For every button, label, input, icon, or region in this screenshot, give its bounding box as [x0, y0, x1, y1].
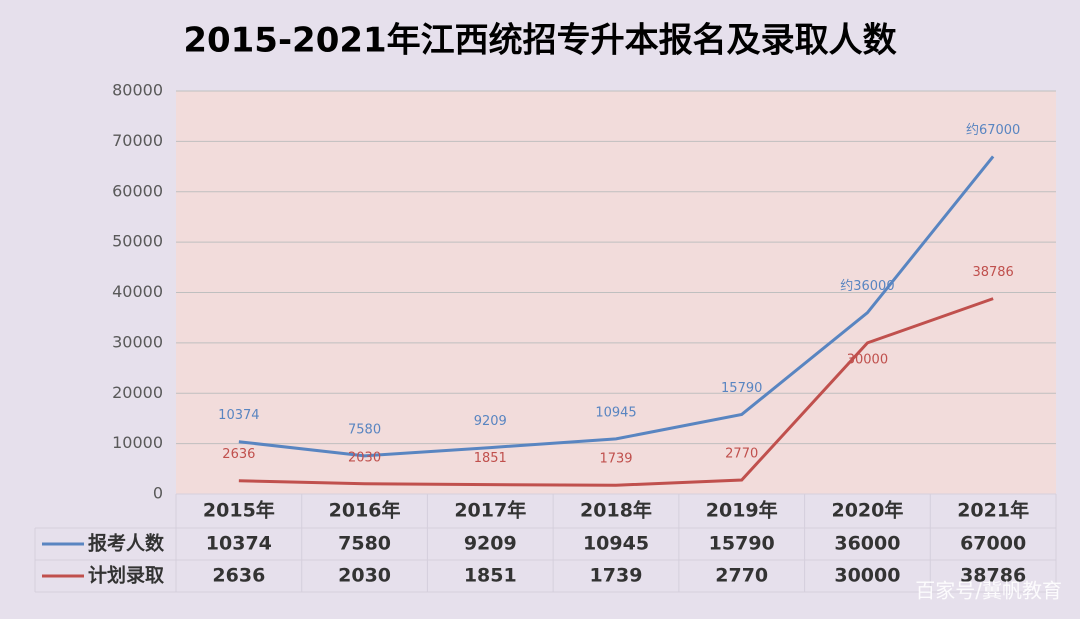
- table-value: 36000: [834, 533, 900, 555]
- table-value: 7580: [338, 533, 391, 555]
- table-value: 1739: [590, 565, 643, 587]
- y-tick-label: 70000: [112, 131, 163, 150]
- y-tick-label: 40000: [112, 282, 163, 301]
- data-label: 约36000: [840, 279, 894, 294]
- watermark: 百家号/冀帆教育: [915, 579, 1062, 603]
- data-label: 9209: [474, 414, 507, 429]
- data-label: 10374: [218, 408, 259, 423]
- table-value: 2030: [338, 565, 391, 587]
- y-tick-label: 20000: [112, 383, 163, 402]
- data-label: 10945: [595, 405, 636, 420]
- x-tick-label: 2018年: [580, 499, 652, 522]
- table-value: 10374: [206, 533, 272, 555]
- y-tick-label: 50000: [112, 232, 163, 251]
- data-label: 2770: [725, 447, 758, 462]
- y-tick-label: 80000: [112, 81, 163, 100]
- x-tick-label: 2015年: [203, 499, 275, 522]
- table-value: 1851: [464, 565, 517, 587]
- x-tick-label: 2021年: [957, 499, 1029, 522]
- x-tick-label: 2020年: [831, 499, 903, 522]
- data-label: 38786: [972, 265, 1013, 280]
- data-label: 7580: [348, 422, 381, 437]
- series-line: [238, 297, 994, 487]
- table-value: 38786: [960, 565, 1026, 587]
- table-value: 2770: [715, 565, 768, 587]
- data-label: 1739: [599, 452, 632, 467]
- y-tick-label: 60000: [112, 181, 163, 200]
- table-value: 15790: [709, 533, 775, 555]
- data-label: 30000: [847, 352, 888, 367]
- y-tick-label: 10000: [112, 433, 163, 452]
- table-value: 9209: [464, 533, 517, 555]
- chart-title: 2015-2021年江西统招专升本报名及录取人数: [183, 21, 896, 61]
- data-label: 2636: [222, 447, 255, 462]
- legend-label: 报考人数: [88, 532, 165, 555]
- data-label: 15790: [721, 381, 762, 396]
- data-label: 1851: [474, 451, 507, 466]
- series-line: [238, 155, 995, 458]
- table-value: 67000: [960, 533, 1026, 555]
- y-tick-label: 0: [153, 484, 163, 503]
- table-value: 30000: [834, 565, 900, 587]
- table-value: 2636: [212, 565, 265, 587]
- x-tick-label: 2016年: [329, 499, 401, 522]
- data-label: 2030: [348, 450, 381, 465]
- y-tick-label: 30000: [112, 332, 163, 351]
- legend-label: 计划录取: [88, 564, 164, 587]
- table-value: 10945: [583, 533, 649, 555]
- x-tick-label: 2019年: [706, 499, 778, 522]
- data-label: 约67000: [966, 123, 1020, 138]
- x-tick-label: 2017年: [454, 499, 526, 522]
